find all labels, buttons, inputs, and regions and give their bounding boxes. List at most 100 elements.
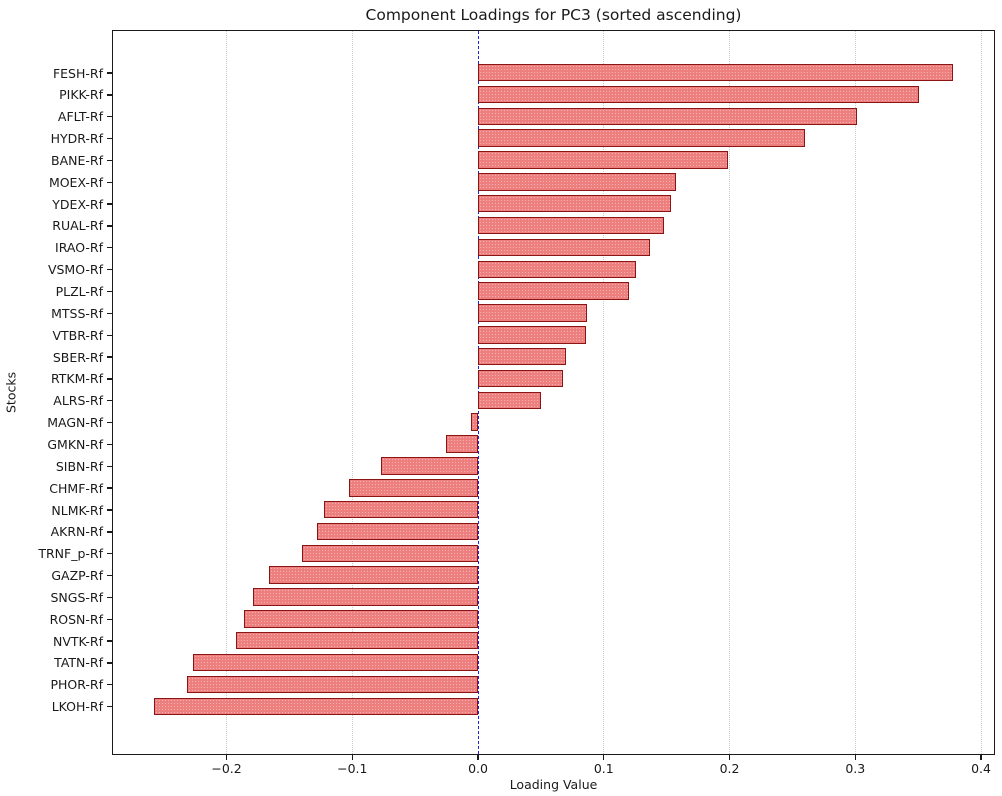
bar-CHMF-Rf bbox=[349, 479, 478, 497]
y-tick-label: RTKM-Rf bbox=[51, 371, 103, 387]
y-tick-mark bbox=[107, 159, 112, 162]
y-tick-mark bbox=[107, 443, 112, 446]
bar-MAGN-Rf bbox=[471, 413, 478, 431]
bar-BANE-Rf bbox=[477, 151, 728, 169]
bar-RUAL-Rf bbox=[477, 216, 664, 235]
x-tick-mark bbox=[728, 754, 731, 760]
plot-inner bbox=[113, 31, 994, 754]
y-tick-mark bbox=[107, 662, 112, 664]
y-tick-label: HYDR-Rf bbox=[50, 131, 103, 147]
y-tick-mark bbox=[107, 705, 112, 708]
chart-title: Component Loadings for PC3 (sorted ascen… bbox=[365, 6, 742, 24]
y-tick-label: YDEX-Rf bbox=[52, 196, 103, 212]
bar-MOEX-Rf bbox=[477, 173, 677, 191]
y-tick-label: AFLT-Rf bbox=[57, 109, 103, 125]
y-tick-label: TRNF_p-Rf bbox=[38, 546, 103, 562]
y-tick-label: MAGN-Rf bbox=[47, 415, 103, 431]
y-tick-mark bbox=[107, 574, 112, 577]
y-tick-label: CHMF-Rf bbox=[49, 480, 103, 496]
y-tick-label: FESH-Rf bbox=[52, 65, 103, 81]
x-tick-mark bbox=[351, 754, 353, 760]
bar-MTSS-Rf bbox=[477, 304, 588, 322]
bar-GMKN-Rf bbox=[446, 435, 478, 453]
x-tick-label: −0.1 bbox=[337, 761, 368, 776]
x-tick-label: −0.2 bbox=[211, 761, 242, 776]
gridline bbox=[854, 31, 856, 754]
bar-GAZP-Rf bbox=[268, 566, 478, 584]
y-tick-label: VTBR-Rf bbox=[52, 327, 103, 343]
y-tick-mark bbox=[107, 378, 112, 380]
bar-RTKM-Rf bbox=[477, 369, 564, 388]
gridline bbox=[351, 31, 353, 754]
x-tick-label: 0.2 bbox=[719, 761, 740, 776]
y-tick-label: NLMK-Rf bbox=[51, 502, 103, 518]
x-tick-mark bbox=[980, 754, 982, 760]
x-axis-label: Loading Value bbox=[509, 777, 598, 792]
bar-NLMK-Rf bbox=[324, 500, 478, 519]
y-tick-label: PHOR-Rf bbox=[50, 677, 103, 693]
y-tick-mark bbox=[107, 137, 112, 140]
y-tick-mark bbox=[107, 116, 112, 118]
bar-PLZL-Rf bbox=[477, 282, 629, 300]
y-tick-label: LKOH-Rf bbox=[51, 699, 103, 715]
y-tick-label: MTSS-Rf bbox=[51, 305, 103, 321]
y-tick-mark bbox=[107, 618, 112, 620]
y-tick-label: PIKK-Rf bbox=[59, 87, 103, 103]
bar-NVTK-Rf bbox=[236, 631, 478, 650]
y-tick-label: TATN-Rf bbox=[54, 655, 103, 671]
bar-AFLT-Rf bbox=[477, 107, 858, 126]
plot-area bbox=[112, 30, 995, 755]
bar-PIKK-Rf bbox=[477, 85, 919, 104]
gridline bbox=[226, 31, 228, 754]
y-tick-label: GMKN-Rf bbox=[47, 436, 103, 452]
y-tick-label: GAZP-Rf bbox=[51, 568, 103, 584]
gridline bbox=[729, 31, 731, 754]
gridline bbox=[980, 31, 982, 754]
x-tick-label: 0.1 bbox=[593, 761, 614, 776]
y-tick-mark bbox=[107, 400, 112, 402]
bar-PHOR-Rf bbox=[187, 675, 478, 694]
bar-HYDR-Rf bbox=[477, 129, 805, 147]
x-tick-mark bbox=[225, 754, 228, 760]
y-tick-mark bbox=[107, 247, 112, 249]
bar-SBER-Rf bbox=[477, 347, 566, 366]
y-tick-mark bbox=[107, 203, 112, 205]
y-tick-label: SIBN-Rf bbox=[55, 458, 103, 474]
y-tick-label: ROSN-Rf bbox=[49, 611, 103, 627]
y-tick-mark bbox=[107, 596, 112, 599]
y-tick-mark bbox=[107, 312, 112, 315]
y-tick-mark bbox=[107, 553, 112, 555]
y-tick-mark bbox=[107, 509, 112, 511]
y-tick-mark bbox=[107, 268, 112, 271]
bar-VSMO-Rf bbox=[477, 260, 637, 278]
y-tick-mark bbox=[107, 531, 112, 533]
bar-SIBN-Rf bbox=[380, 457, 478, 475]
y-tick-mark bbox=[107, 72, 112, 74]
y-tick-mark bbox=[107, 356, 112, 358]
bar-LKOH-Rf bbox=[154, 697, 478, 715]
bar-ALRS-Rf bbox=[477, 391, 541, 410]
bar-VTBR-Rf bbox=[477, 326, 586, 344]
y-tick-mark bbox=[107, 290, 112, 293]
bar-AKRN-Rf bbox=[316, 522, 478, 541]
y-tick-mark bbox=[107, 487, 112, 489]
bar-ROSN-Rf bbox=[243, 610, 478, 628]
y-tick-mark bbox=[107, 181, 112, 183]
y-tick-label: PLZL-Rf bbox=[55, 284, 103, 299]
y-tick-mark bbox=[107, 465, 112, 467]
y-tick-mark bbox=[107, 94, 112, 96]
y-tick-label: NVTK-Rf bbox=[52, 633, 103, 649]
y-tick-label: ALRS-Rf bbox=[53, 393, 103, 409]
bar-TATN-Rf bbox=[193, 653, 478, 672]
y-tick-mark bbox=[107, 640, 112, 642]
y-tick-label: SNGS-Rf bbox=[50, 589, 103, 605]
y-tick-label: MOEX-Rf bbox=[48, 174, 103, 190]
y-tick-label: BANE-Rf bbox=[51, 152, 103, 168]
bar-TRNF_p-Rf bbox=[301, 544, 478, 563]
x-tick-mark bbox=[603, 754, 605, 760]
bar-FESH-Rf bbox=[477, 63, 953, 82]
x-tick-label: 0.3 bbox=[845, 761, 866, 776]
bar-SNGS-Rf bbox=[252, 588, 478, 606]
y-tick-label: RUAL-Rf bbox=[52, 218, 103, 234]
